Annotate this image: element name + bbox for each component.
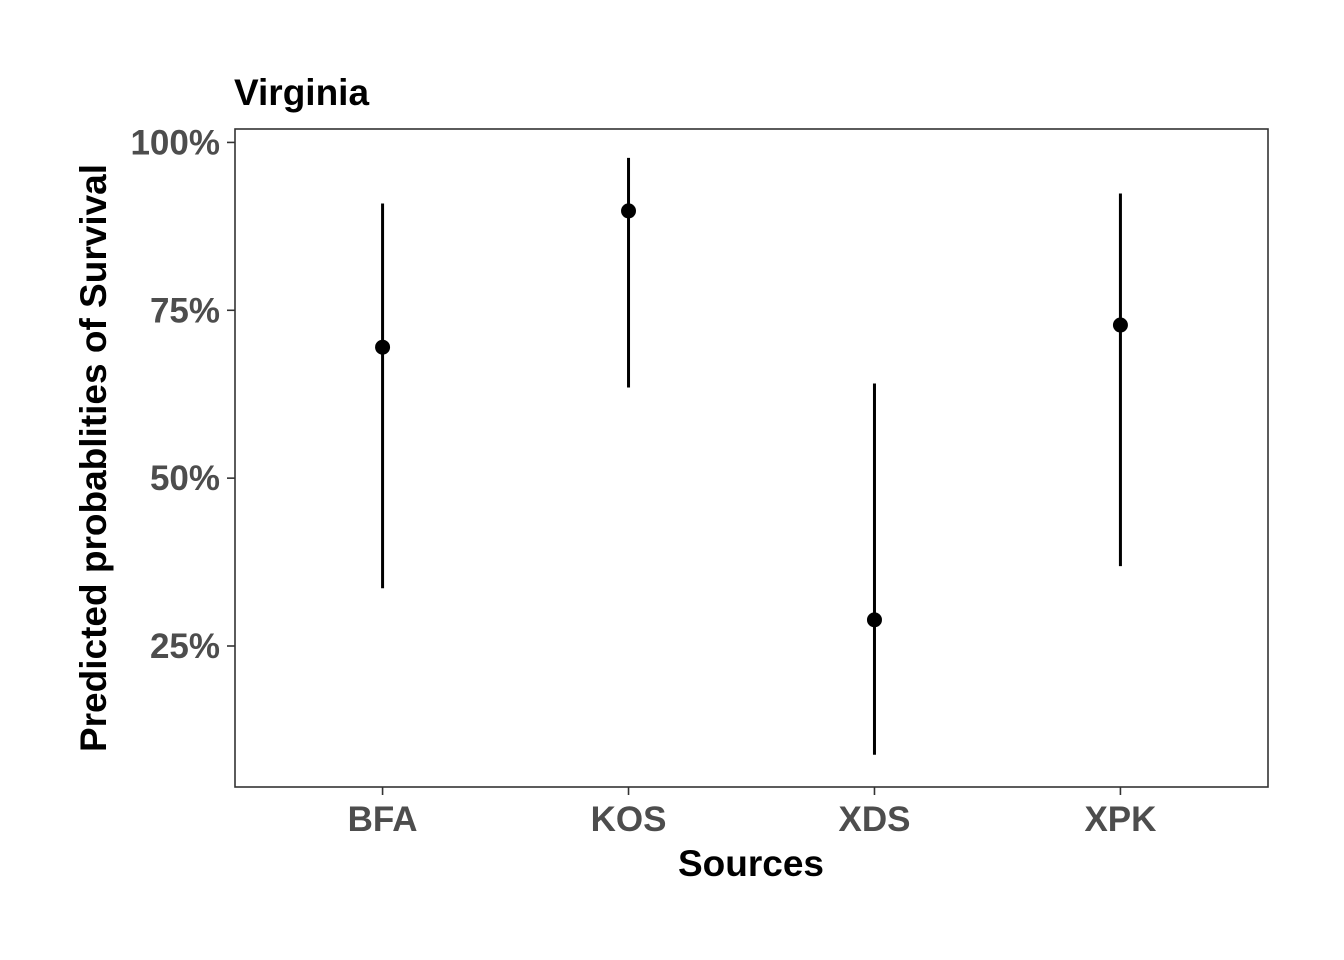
plot-panel-frame bbox=[234, 128, 1269, 788]
y-tick-label: 25% bbox=[150, 627, 220, 666]
x-axis-title: Sources bbox=[678, 843, 824, 884]
x-axis: BFA KOS XDS XPK bbox=[348, 787, 1156, 839]
data-point bbox=[375, 339, 391, 355]
y-tick-label: 50% bbox=[150, 459, 220, 498]
data-point bbox=[866, 612, 882, 628]
y-tick-label: 100% bbox=[130, 123, 220, 162]
y-axis: 25% 50% 75% 100% bbox=[130, 123, 235, 666]
x-tick-label: BFA bbox=[348, 800, 418, 839]
data-point bbox=[1112, 317, 1128, 333]
y-axis-title: Predicted probablities of Survival bbox=[73, 164, 114, 752]
plot-marks bbox=[375, 157, 1128, 755]
x-tick-label: XDS bbox=[838, 800, 910, 839]
x-tick-label: XPK bbox=[1084, 800, 1156, 839]
chart-title: Virginia bbox=[234, 72, 369, 113]
data-point bbox=[621, 203, 637, 219]
y-tick-label: 75% bbox=[150, 291, 220, 330]
x-tick-label: KOS bbox=[591, 800, 667, 839]
